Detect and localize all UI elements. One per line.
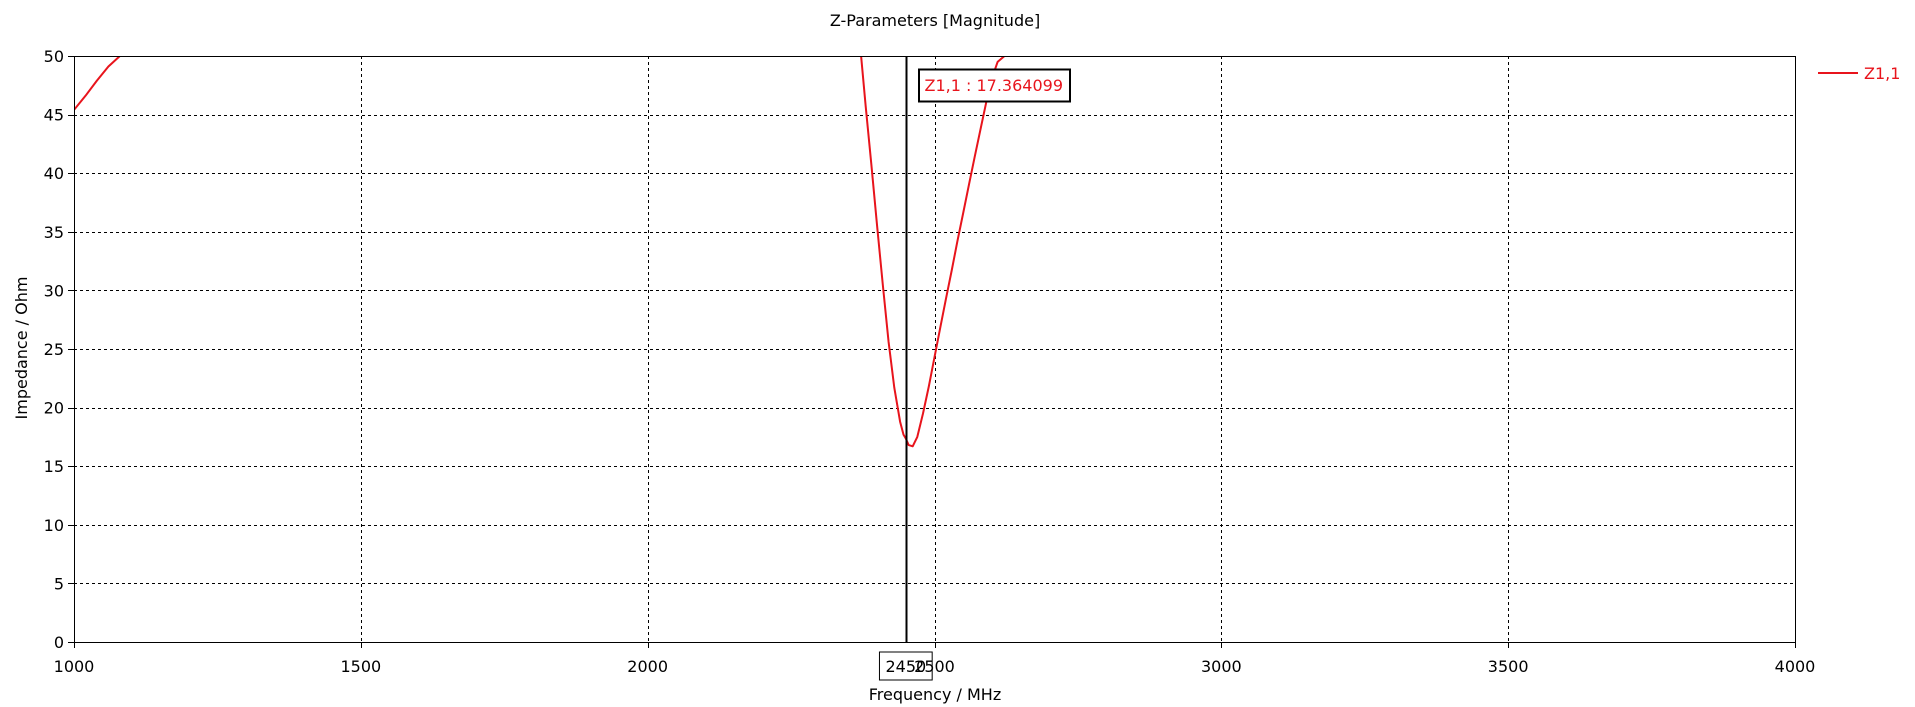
marker-x-label: 2450 [878,651,933,681]
x-tick-label: 3500 [1488,657,1529,676]
x-tick-label: 1500 [340,657,381,676]
marker-layer[interactable]: Z1,1 : 17.364099 2450 [878,56,1071,681]
marker-value-label: Z1,1 : 17.364099 [918,68,1071,103]
y-tick-label: 5 [54,574,64,593]
x-tick-label: 1000 [54,657,95,676]
series-line-segment [860,56,1006,448]
y-tick-label: 40 [44,164,64,183]
legend: Z1,1 [1818,64,1900,83]
y-axis-title: Impedance / Ohm [12,277,31,420]
legend-label: Z1,1 [1864,64,1900,83]
y-tick-label: 35 [44,223,64,242]
y-tick-label: 30 [44,281,64,300]
x-tick-label: 2500 [914,657,955,676]
marker-value-text: Z1,1 : 17.364099 [925,76,1064,95]
y-tick-label: 50 [44,47,64,66]
series-Z1,1 [74,56,1006,448]
y-tick-label: 0 [54,633,64,652]
x-tick-label: 3000 [1201,657,1242,676]
y-tick-label: 15 [44,457,64,476]
x-tick-label: 2000 [627,657,668,676]
series-line-segment [74,56,121,111]
x-tick-label: 4000 [1775,657,1816,676]
marker-x-text: 2450 [885,657,926,676]
marker-value-box [918,68,1071,103]
grid-lines [74,56,1795,642]
x-axis-title: Frequency / MHz [869,685,1001,704]
y-tick-label: 20 [44,399,64,418]
legend-item-Z1,1: Z1,1 [1818,64,1900,83]
series-layer [74,56,1006,448]
axis-layer: 1000 1500 2000 2500 3000 3500 4000 0 5 10 15 20 25 30… [44,47,1816,676]
y-tick-label: 45 [44,106,64,125]
marker-x-box [878,651,933,681]
y-tick-label: 25 [44,340,64,359]
chart-title: Z-Parameters [Magnitude] [830,11,1040,30]
y-tick-label: 10 [44,516,64,535]
